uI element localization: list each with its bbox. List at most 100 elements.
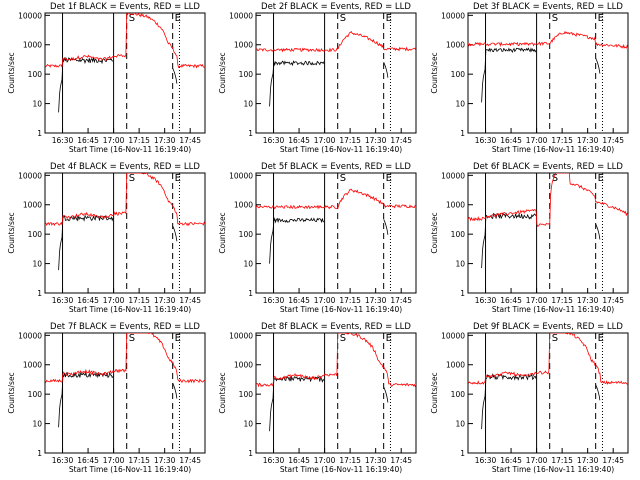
x-tick-label: 17:30 [365, 136, 387, 145]
y-tick-label: 1 [460, 289, 465, 298]
x-tick-label: 17:30 [154, 296, 176, 305]
x-axis-label: Start Time (16-Nov-11 16:19:40) [280, 305, 402, 314]
x-tick-label: 16:45 [77, 136, 99, 145]
x-tick-label: 16:45 [288, 136, 310, 145]
x-axis-label: Start Time (16-Nov-11 16:19:40) [69, 305, 191, 314]
x-tick-label: 16:45 [500, 456, 522, 465]
x-tick-label: 17:45 [390, 296, 412, 305]
vertical-markers [273, 333, 391, 453]
y-tick-label: 1000 [23, 361, 42, 370]
panel-title: Det 2f BLACK = Events, RED = LLD [261, 2, 411, 12]
chart-panel-9f: Det 9f BLACK = Events, RED = LLD 1 10 100 10… [430, 322, 629, 474]
y-axis-label: Counts/sec [218, 52, 227, 93]
series-group [468, 30, 628, 103]
y-tick-label: 10 [32, 420, 42, 429]
y-tick-label: 10000 [18, 11, 42, 20]
x-tick-label: 16:30 [475, 136, 497, 145]
x-tick-label: 17:45 [602, 296, 624, 305]
vertical-markers [273, 173, 391, 293]
plot-frame [44, 12, 206, 134]
x-tick-label: 16:45 [288, 296, 310, 305]
y-tick-label: 10 [243, 260, 253, 269]
x-axis-label: Start Time (16-Nov-11 16:19:40) [280, 145, 402, 154]
x-tick-label: 17:00 [314, 296, 336, 305]
y-axis-label: Counts/sec [430, 52, 439, 93]
x-tick-label: 17:45 [179, 456, 201, 465]
y-tick-label: 100 [451, 70, 466, 79]
x-tick-label: 16:30 [475, 296, 497, 305]
x-tick-label: 17:45 [390, 456, 412, 465]
y-axis-label: Counts/sec [7, 212, 16, 253]
x-tick-label: 17:00 [103, 296, 125, 305]
series-line-events [58, 371, 178, 428]
series-line-events [481, 373, 601, 430]
x-tick-label: 17:00 [314, 136, 336, 145]
x-tick-label: 17:30 [577, 296, 599, 305]
x-tick-label: 16:45 [500, 296, 522, 305]
y-tick-label: 100 [28, 230, 43, 239]
vertical-markers [62, 333, 180, 453]
marker-label-e: E [598, 333, 604, 344]
marker-label-s: S [129, 173, 135, 184]
y-tick-label: 100 [239, 230, 254, 239]
x-tick-label: 17:15 [128, 296, 150, 305]
y-tick-label: 10000 [441, 171, 465, 180]
marker-label-s: S [340, 333, 346, 344]
series-line-events [269, 375, 389, 432]
y-tick-label: 1000 [446, 361, 465, 370]
vertical-markers [273, 13, 391, 133]
y-tick-label: 1000 [446, 41, 465, 50]
y-axis-label: Counts/sec [7, 52, 16, 93]
x-tick-label: 17:45 [390, 136, 412, 145]
y-tick-label: 10 [455, 420, 465, 429]
panel-title: Det 7f BLACK = Events, RED = LLD [50, 322, 200, 332]
series-line-lld [45, 173, 205, 227]
y-tick-label: 1 [248, 129, 253, 138]
x-tick-label: 16:45 [500, 136, 522, 145]
series-line-lld [45, 13, 205, 69]
series-line-lld [468, 333, 628, 385]
y-tick-label: 10 [32, 260, 42, 269]
x-tick-label: 17:45 [602, 456, 624, 465]
panel-title: Det 3f BLACK = Events, RED = LLD [473, 2, 623, 12]
y-tick-label: 1 [37, 289, 42, 298]
x-axis-label: Start Time (16-Nov-11 16:19:40) [492, 305, 614, 314]
panel-title: Det 4f BLACK = Events, RED = LLD [50, 162, 200, 172]
marker-label-s: S [129, 13, 135, 24]
series-line-events [58, 214, 178, 271]
y-tick-label: 1 [37, 129, 42, 138]
series-line-lld [45, 333, 205, 384]
series-group [45, 173, 205, 271]
x-tick-label: 17:30 [365, 296, 387, 305]
chart-panel-3f: Det 3f BLACK = Events, RED = LLD 1 10 100 10… [430, 2, 629, 154]
marker-label-e: E [598, 13, 604, 24]
y-axis-label: Counts/sec [7, 372, 16, 413]
plot-frame [255, 12, 417, 134]
vertical-markers [485, 173, 603, 293]
x-tick-label: 16:45 [77, 296, 99, 305]
y-tick-label: 10 [243, 100, 253, 109]
x-tick-label: 17:30 [577, 136, 599, 145]
panel-title: Det 6f BLACK = Events, RED = LLD [473, 162, 623, 172]
x-tick-label: 17:00 [103, 456, 125, 465]
plot-frame [44, 332, 206, 454]
x-tick-label: 17:15 [128, 136, 150, 145]
x-tick-label: 17:30 [154, 456, 176, 465]
marker-label-e: E [386, 13, 392, 24]
series-line-lld [468, 173, 628, 227]
series-group [256, 30, 416, 107]
x-tick-label: 17:45 [602, 136, 624, 145]
series-line-events [269, 60, 389, 107]
x-tick-label: 17:45 [179, 296, 201, 305]
x-tick-label: 17:15 [128, 456, 150, 465]
marker-label-e: E [175, 13, 181, 24]
series-group [256, 188, 416, 264]
series-line-lld [256, 30, 416, 53]
x-tick-label: 17:30 [154, 136, 176, 145]
panel-title: Det 9f BLACK = Events, RED = LLD [473, 322, 623, 332]
y-tick-label: 10 [455, 260, 465, 269]
panel-title: Det 1f BLACK = Events, RED = LLD [50, 2, 200, 12]
y-tick-label: 10000 [229, 171, 253, 180]
plot-frame [44, 172, 206, 294]
x-tick-label: 17:45 [179, 136, 201, 145]
